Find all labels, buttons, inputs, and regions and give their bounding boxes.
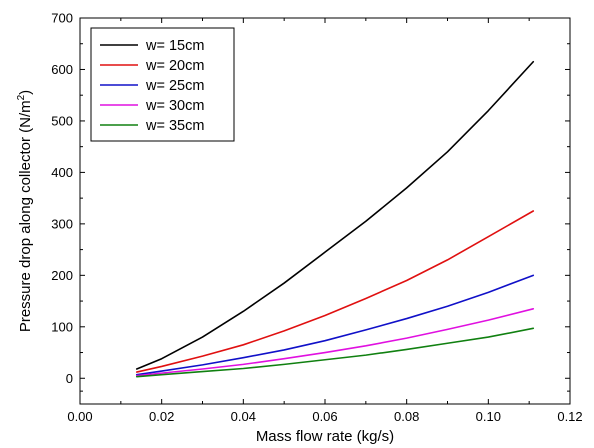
y-tick-label: 700 [51,11,73,26]
y-tick-label: 400 [51,165,73,180]
legend-label-4: w= 30cm [145,98,204,114]
series-line-5 [135,327,535,378]
x-axis-title: Mass flow rate (kg/s) [256,428,394,445]
y-tick-label: 100 [51,319,73,334]
legend-label-1: w= 15cm [145,38,204,54]
x-tick-label: 0.06 [312,409,337,424]
x-tick-label: 0.10 [476,409,501,424]
axis-ticks [79,17,571,404]
tick-labels: 0.00 0.02 0.04 0.06 0.08 0.10 0.12 0 100 200 300 40… [51,11,582,425]
x-tick-label: 0.00 [67,409,92,424]
legend-label-3: w= 25cm [145,78,204,94]
y-tick-label: 300 [51,216,73,231]
series-line-2 [135,210,535,373]
x-tick-label: 0.02 [149,409,174,424]
y-axis-title-close: ) [17,90,34,95]
series-lines [135,60,535,378]
x-tick-label: 0.04 [231,409,256,424]
y-tick-label: 0 [66,371,73,386]
y-axis-title-superscript: 2 [16,94,27,100]
y-tick-label: 600 [51,62,73,77]
series-line-1 [135,60,535,370]
legend-label-2: w= 20cm [145,58,204,74]
y-axis-title-main: Pressure drop along collector (N/m [17,100,34,332]
x-tick-label: 0.08 [394,409,419,424]
series-line-3 [135,274,535,376]
legend-label-5: w= 35cm [145,118,204,134]
series-line-4 [135,307,535,377]
y-tick-label: 500 [51,113,73,128]
y-tick-label: 200 [51,268,73,283]
y-axis-title: Pressure drop along collector (N/m2) [16,90,34,332]
x-tick-label: 0.12 [557,409,582,424]
legend: w= 15cm w= 20cm w= 25cm w= 30cm w= 35cm [90,27,235,142]
